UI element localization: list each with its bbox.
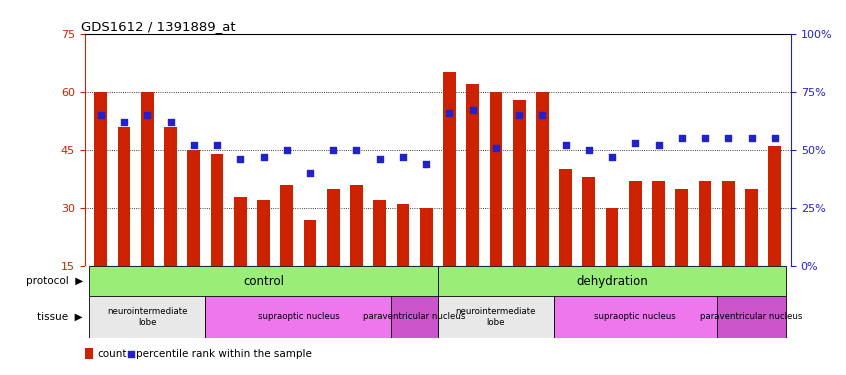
Point [536,112,549,118]
Point [675,135,689,141]
Text: paraventricular nucleus: paraventricular nucleus [364,312,466,321]
Text: neurointermediate
lobe: neurointermediate lobe [107,307,188,327]
Bar [164,127,177,266]
Text: dehydration: dehydration [576,275,648,288]
Point [466,108,480,114]
Bar [438,296,554,338]
Bar [629,181,642,266]
Text: percentile rank within the sample: percentile rank within the sample [136,349,312,359]
Point [303,170,316,176]
Bar [420,208,432,266]
Point [582,147,596,153]
Bar [89,266,438,296]
Bar [89,296,206,338]
Bar [188,150,201,266]
Text: supraoptic nucleus: supraoptic nucleus [595,312,676,321]
Point [211,142,224,148]
Point [124,351,137,357]
Bar [280,185,294,266]
Bar [745,189,758,266]
Bar [257,200,270,266]
Point [722,135,735,141]
Point [559,142,573,148]
Point [744,135,758,141]
Bar [652,181,665,266]
Bar [233,196,247,266]
Point [768,135,782,141]
Point [280,147,294,153]
Text: GDS1612 / 1391889_at: GDS1612 / 1391889_at [81,20,236,33]
Point [420,161,433,167]
Point [140,112,154,118]
Bar [466,84,479,266]
Point [513,112,526,118]
Bar [211,154,223,266]
Bar [554,296,717,338]
Point [606,154,619,160]
Bar [443,72,456,266]
Bar [582,177,596,266]
Bar [118,127,130,266]
Point [489,145,503,151]
Point [349,147,363,153]
Bar [373,200,386,266]
Text: count: count [97,349,127,359]
Bar [513,100,525,266]
Bar [559,170,572,266]
Bar [350,185,363,266]
Bar [95,92,107,266]
Bar [490,92,503,266]
Point [698,135,711,141]
Bar [397,204,409,266]
Bar [606,208,618,266]
Point [651,142,665,148]
Bar [722,181,734,266]
Text: neurointermediate
lobe: neurointermediate lobe [456,307,536,327]
Point [442,110,456,116]
Point [233,156,247,162]
Text: control: control [243,275,284,288]
Text: tissue  ▶: tissue ▶ [37,312,83,322]
Bar [327,189,339,266]
Bar [675,189,688,266]
Point [629,140,642,146]
Bar [206,296,392,338]
Bar [85,348,93,359]
Bar [141,92,154,266]
Point [118,119,131,125]
Point [187,142,201,148]
Bar [717,296,787,338]
Bar [768,146,781,266]
Text: paraventricular nucleus: paraventricular nucleus [700,312,803,321]
Point [164,119,178,125]
Point [256,154,270,160]
Point [327,147,340,153]
Point [373,156,387,162]
Bar [536,92,549,266]
Bar [392,296,438,338]
Text: protocol  ▶: protocol ▶ [25,276,83,286]
Point [396,154,409,160]
Text: supraoptic nucleus: supraoptic nucleus [257,312,339,321]
Point [94,112,107,118]
Bar [438,266,787,296]
Bar [304,220,316,266]
Bar [699,181,711,266]
